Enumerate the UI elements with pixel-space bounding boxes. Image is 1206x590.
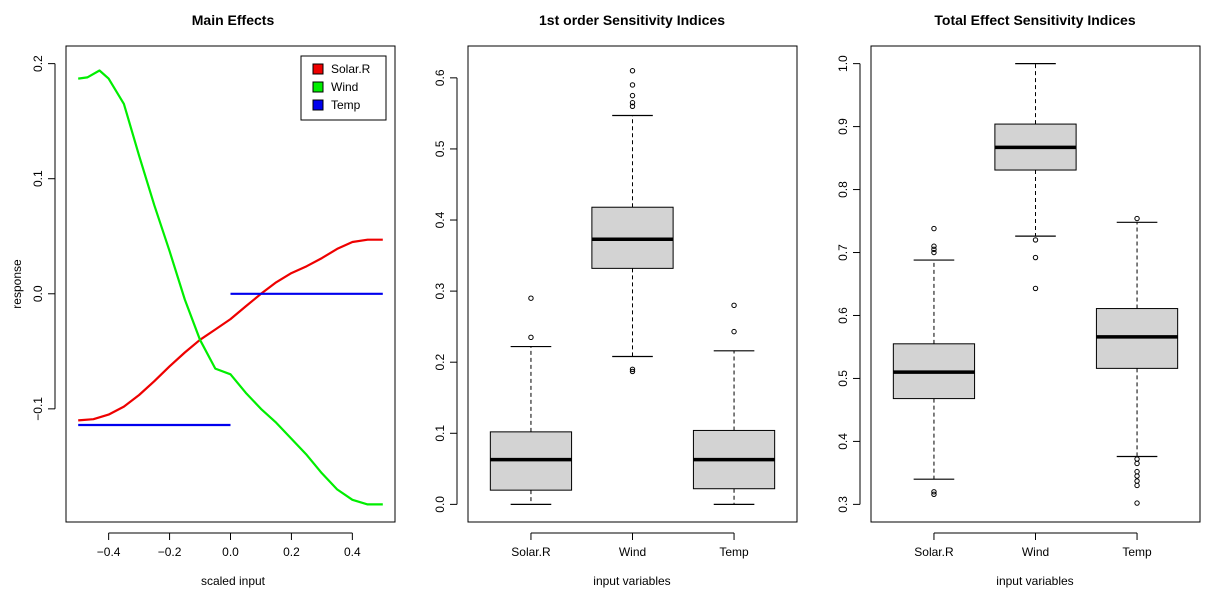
legend-swatch-wind — [312, 81, 324, 93]
outlier-point — [629, 68, 636, 74]
panel-2: 1st order Sensitivity Indices input varia… — [433, 12, 798, 588]
panel-1: Main Effects scaled input response −0.4 −0.2… — [10, 12, 396, 588]
chart-title: 1st order Sensitivity Indices — [539, 12, 725, 28]
x-tick-label: Temp — [719, 545, 749, 559]
box-wind — [994, 63, 1077, 292]
legend-swatch-temp — [312, 99, 324, 111]
outlier-point — [931, 491, 937, 497]
outlier-point — [1134, 473, 1140, 479]
outlier-point — [528, 295, 534, 301]
y-tick-label: 0.7 — [836, 244, 850, 261]
outlier-point — [731, 302, 737, 309]
outlier-point — [629, 92, 636, 99]
y-tick-label: 0.5 — [836, 370, 850, 387]
outlier-point — [1134, 478, 1140, 484]
y-tick-label: 0.9 — [836, 118, 850, 135]
x-tick-label: 0.2 — [283, 545, 300, 559]
legend-label: Temp — [331, 98, 361, 112]
outlier-point — [1134, 215, 1140, 222]
plot-frame — [65, 45, 396, 523]
outlier-point — [1032, 254, 1039, 261]
x-axis-label: input variables — [996, 574, 1073, 588]
outlier-point — [629, 368, 636, 375]
outlier-point — [1134, 460, 1140, 467]
chart-title: Total Effect Sensitivity Indices — [934, 12, 1135, 28]
x-tick-label: −0.4 — [97, 545, 121, 559]
outlier-point — [1134, 468, 1140, 475]
outlier-point — [1134, 500, 1140, 506]
y-tick-label: 0.4 — [433, 211, 447, 228]
box-temp — [692, 302, 776, 505]
x-axis-label: input variables — [593, 574, 670, 588]
x-tick-label: Wind — [619, 545, 646, 559]
box-temp — [1095, 215, 1179, 506]
box-solar-r — [489, 295, 573, 505]
x-axis-label: scaled input — [201, 574, 266, 588]
legend-label: Solar.R — [331, 62, 371, 76]
plot-frame — [870, 45, 1201, 523]
y-tick-label: 0.3 — [433, 282, 447, 299]
series-line-solar-r — [78, 238, 383, 422]
y-tick-label: 0.1 — [31, 170, 45, 187]
y-axis-label: response — [10, 259, 24, 309]
outlier-point — [629, 82, 636, 88]
outlier-point — [629, 366, 636, 373]
y-tick-label: 0.2 — [433, 354, 447, 371]
x-tick-label: −0.2 — [158, 545, 182, 559]
x-tick-label: Temp — [1122, 545, 1152, 559]
outlier-point — [1032, 285, 1039, 292]
plot-frame — [467, 45, 798, 523]
outlier-point — [931, 225, 937, 232]
y-tick-label: 0.6 — [433, 69, 447, 86]
outlier-point — [1032, 237, 1039, 243]
series-line-wind — [78, 69, 383, 506]
y-tick-label: 0.6 — [836, 307, 850, 324]
y-tick-label: −0.1 — [31, 397, 45, 421]
y-tick-label: 1.0 — [836, 55, 850, 72]
panel-3: Total Effect Sensitivity Indices input va… — [836, 12, 1201, 588]
outlier-point — [931, 249, 937, 256]
outlier-point — [931, 246, 937, 253]
y-tick-label: 0.8 — [836, 181, 850, 198]
x-tick-label: Solar.R — [914, 545, 954, 559]
outlier-point — [1134, 456, 1140, 462]
outlier-point — [731, 328, 737, 335]
y-tick-label: 0.0 — [31, 285, 45, 302]
x-tick-label: 0.4 — [344, 545, 361, 559]
y-tick-label: 0.3 — [836, 496, 850, 513]
y-tick-label: 0.2 — [31, 55, 45, 72]
box-wind — [591, 68, 674, 375]
legend-swatch-solar-r — [312, 63, 324, 75]
x-tick-label: Wind — [1022, 545, 1049, 559]
y-tick-label: 0.5 — [433, 140, 447, 157]
y-tick-label: 0.0 — [433, 496, 447, 513]
chart-title: Main Effects — [192, 12, 275, 28]
x-tick-label: 0.0 — [222, 545, 239, 559]
y-tick-label: 0.1 — [433, 425, 447, 442]
outlier-point — [528, 334, 534, 341]
legend-label: Wind — [331, 80, 358, 94]
x-tick-label: Solar.R — [511, 545, 551, 559]
y-tick-label: 0.4 — [836, 433, 850, 450]
outlier-point — [1134, 482, 1140, 489]
outlier-point — [629, 103, 636, 109]
outlier-point — [931, 489, 937, 495]
legend: Solar.R Wind Temp — [300, 55, 387, 121]
outlier-point — [629, 100, 636, 106]
box-solar-r — [892, 225, 976, 497]
outlier-point — [931, 243, 937, 249]
